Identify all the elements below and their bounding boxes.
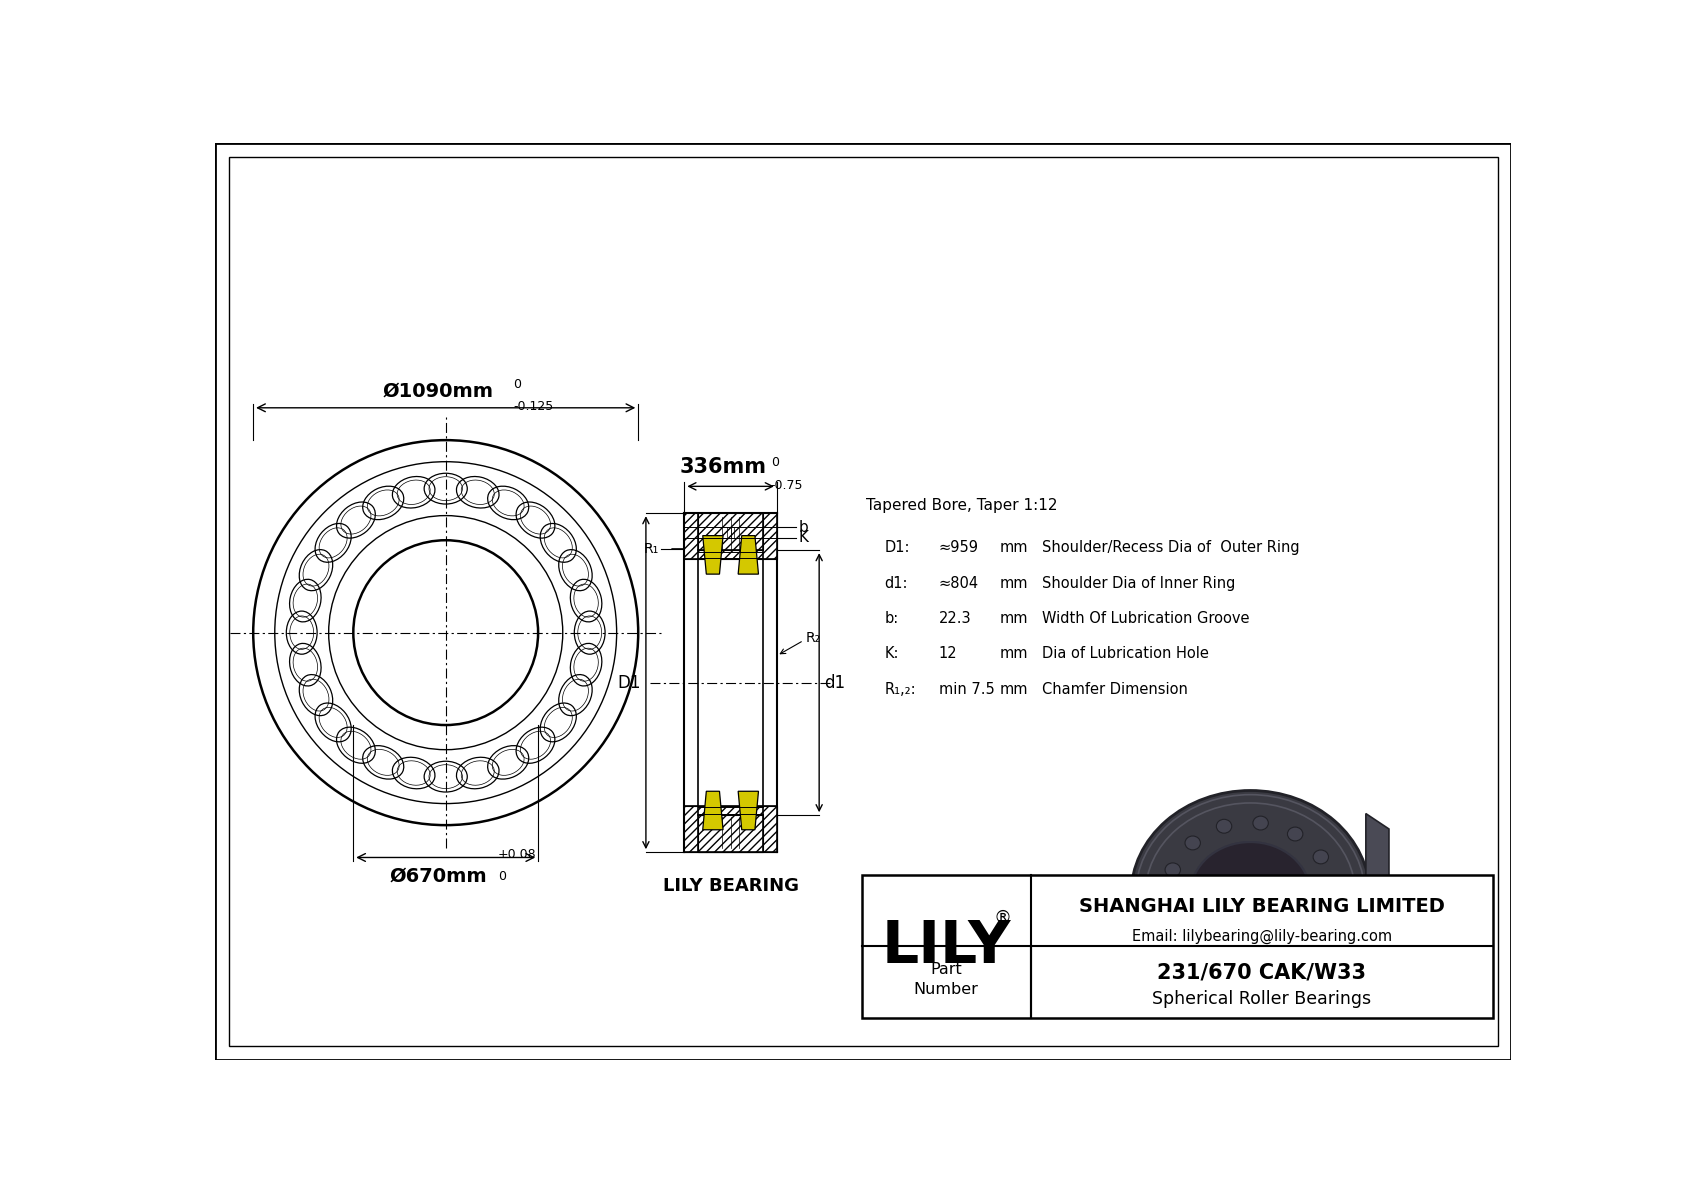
Ellipse shape <box>1314 850 1329 863</box>
Text: Ø1090mm: Ø1090mm <box>382 381 493 400</box>
Bar <box>684 806 776 852</box>
Text: 12: 12 <box>938 647 957 661</box>
Text: ≈959: ≈959 <box>938 541 978 555</box>
Text: d1:: d1: <box>884 575 908 591</box>
Text: -0.75: -0.75 <box>771 479 803 492</box>
Text: K: K <box>798 530 808 545</box>
Ellipse shape <box>1270 955 1285 969</box>
Text: 336mm: 336mm <box>679 457 766 478</box>
Ellipse shape <box>1216 819 1231 834</box>
Polygon shape <box>702 791 722 830</box>
Text: LILY BEARING: LILY BEARING <box>662 877 798 894</box>
Text: mm: mm <box>1000 647 1029 661</box>
Text: b: b <box>798 519 808 535</box>
Text: Part
Number: Part Number <box>914 962 978 997</box>
Polygon shape <box>738 791 758 830</box>
Ellipse shape <box>1288 827 1303 841</box>
Text: 22.3: 22.3 <box>938 611 972 626</box>
Text: 0: 0 <box>514 378 522 391</box>
Text: ®: ® <box>994 909 1012 927</box>
Text: 0: 0 <box>771 456 778 469</box>
Bar <box>684 513 776 560</box>
Ellipse shape <box>1172 925 1187 939</box>
Ellipse shape <box>1300 939 1315 953</box>
Text: mm: mm <box>1000 575 1029 591</box>
Text: Chamfer Dimension: Chamfer Dimension <box>1042 682 1189 697</box>
Ellipse shape <box>1186 836 1201 850</box>
Ellipse shape <box>1160 894 1175 909</box>
Text: Shoulder Dia of Inner Ring: Shoulder Dia of Inner Ring <box>1042 575 1236 591</box>
Bar <box>684 806 776 852</box>
Ellipse shape <box>1320 912 1335 925</box>
Text: d1: d1 <box>823 674 845 692</box>
Ellipse shape <box>1325 880 1340 894</box>
Ellipse shape <box>1191 842 1310 947</box>
Text: SHANGHAI LILY BEARING LIMITED: SHANGHAI LILY BEARING LIMITED <box>1079 897 1445 916</box>
Bar <box>684 513 776 560</box>
Text: D1:: D1: <box>884 541 909 555</box>
Text: mm: mm <box>1000 611 1029 626</box>
Text: -0.125: -0.125 <box>514 400 554 413</box>
Bar <box>699 815 763 852</box>
Ellipse shape <box>1165 863 1180 877</box>
Text: +0.08: +0.08 <box>498 848 537 861</box>
Bar <box>699 513 763 550</box>
Ellipse shape <box>1132 791 1369 998</box>
Bar <box>699 513 763 550</box>
Text: ≈804: ≈804 <box>938 575 978 591</box>
Text: K:: K: <box>884 647 899 661</box>
Ellipse shape <box>1233 959 1248 973</box>
Text: min 7.5: min 7.5 <box>938 682 994 697</box>
Text: R₁: R₁ <box>643 542 658 556</box>
Text: Email: lilybearing@lily-bearing.com: Email: lilybearing@lily-bearing.com <box>1132 929 1393 944</box>
Text: 231/670 CAK/W33: 231/670 CAK/W33 <box>1157 962 1366 983</box>
Text: D1: D1 <box>618 674 642 692</box>
Polygon shape <box>702 536 722 574</box>
Text: mm: mm <box>1000 541 1029 555</box>
Text: Shoulder/Recess Dia of  Outer Ring: Shoulder/Recess Dia of Outer Ring <box>1042 541 1300 555</box>
Text: 0: 0 <box>498 869 507 883</box>
Text: b:: b: <box>884 611 899 626</box>
Text: R₂: R₂ <box>807 631 822 646</box>
Ellipse shape <box>1191 842 1310 947</box>
Polygon shape <box>738 536 758 574</box>
Text: mm: mm <box>1000 682 1029 697</box>
Text: Dia of Lubrication Hole: Dia of Lubrication Hole <box>1042 647 1209 661</box>
Text: Spherical Roller Bearings: Spherical Roller Bearings <box>1152 990 1371 1008</box>
Text: Ø670mm: Ø670mm <box>389 867 487 886</box>
Text: Width Of Lubrication Groove: Width Of Lubrication Groove <box>1042 611 1250 626</box>
Ellipse shape <box>1253 816 1268 830</box>
Ellipse shape <box>1197 948 1212 962</box>
Bar <box>699 815 763 852</box>
Text: Tapered Bore, Taper 1:12: Tapered Bore, Taper 1:12 <box>866 498 1058 513</box>
Text: LILY: LILY <box>881 918 1010 975</box>
Polygon shape <box>1366 813 1389 975</box>
Text: R₁,₂:: R₁,₂: <box>884 682 916 697</box>
Bar <box>862 875 1494 1017</box>
